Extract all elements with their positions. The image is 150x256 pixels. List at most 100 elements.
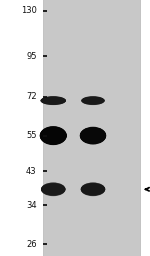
Ellipse shape: [81, 183, 105, 196]
Ellipse shape: [82, 188, 104, 191]
Ellipse shape: [82, 99, 104, 102]
Ellipse shape: [80, 130, 106, 141]
Ellipse shape: [42, 185, 65, 194]
Ellipse shape: [42, 100, 65, 102]
Ellipse shape: [82, 98, 104, 103]
Ellipse shape: [82, 100, 103, 102]
Ellipse shape: [82, 187, 104, 191]
Ellipse shape: [42, 188, 64, 191]
Ellipse shape: [41, 134, 65, 137]
Ellipse shape: [40, 130, 66, 142]
Ellipse shape: [82, 98, 104, 103]
Ellipse shape: [40, 129, 66, 142]
Ellipse shape: [41, 133, 65, 139]
Ellipse shape: [41, 183, 65, 196]
Ellipse shape: [42, 186, 64, 192]
Ellipse shape: [82, 98, 104, 104]
Ellipse shape: [40, 126, 67, 145]
Ellipse shape: [41, 99, 65, 103]
Ellipse shape: [82, 99, 104, 102]
Ellipse shape: [82, 188, 104, 191]
Text: 43: 43: [26, 167, 37, 176]
Ellipse shape: [82, 97, 104, 104]
Ellipse shape: [42, 185, 65, 193]
Ellipse shape: [81, 183, 105, 195]
Ellipse shape: [81, 184, 105, 195]
Ellipse shape: [40, 96, 66, 105]
Ellipse shape: [42, 187, 64, 191]
Ellipse shape: [81, 131, 105, 140]
Ellipse shape: [41, 183, 65, 196]
Ellipse shape: [42, 99, 65, 102]
Ellipse shape: [41, 133, 65, 138]
Ellipse shape: [42, 99, 65, 102]
Ellipse shape: [40, 128, 66, 143]
Ellipse shape: [81, 185, 105, 194]
Ellipse shape: [81, 185, 105, 194]
Ellipse shape: [82, 99, 104, 102]
Ellipse shape: [81, 133, 105, 138]
Text: 55: 55: [26, 131, 37, 140]
Ellipse shape: [41, 98, 65, 103]
Ellipse shape: [81, 184, 105, 194]
Ellipse shape: [82, 98, 104, 103]
Ellipse shape: [42, 186, 65, 193]
Ellipse shape: [40, 126, 67, 145]
Ellipse shape: [41, 131, 66, 141]
Ellipse shape: [41, 98, 65, 103]
Ellipse shape: [80, 127, 106, 144]
Ellipse shape: [41, 97, 66, 104]
Ellipse shape: [80, 127, 106, 144]
Ellipse shape: [41, 130, 66, 141]
Ellipse shape: [82, 186, 104, 193]
Ellipse shape: [81, 132, 105, 139]
Text: 72: 72: [26, 92, 37, 101]
Ellipse shape: [41, 97, 66, 104]
Ellipse shape: [41, 97, 66, 104]
Ellipse shape: [41, 183, 66, 196]
Ellipse shape: [81, 96, 105, 105]
Ellipse shape: [81, 132, 105, 139]
Ellipse shape: [42, 100, 64, 101]
Ellipse shape: [81, 97, 105, 104]
Ellipse shape: [80, 130, 106, 142]
Ellipse shape: [42, 188, 64, 191]
Ellipse shape: [80, 128, 106, 143]
Ellipse shape: [82, 97, 104, 104]
Ellipse shape: [41, 97, 66, 105]
Ellipse shape: [41, 133, 65, 138]
Ellipse shape: [42, 99, 65, 102]
Ellipse shape: [81, 96, 105, 105]
Ellipse shape: [41, 132, 66, 140]
Ellipse shape: [41, 131, 66, 140]
Ellipse shape: [40, 127, 67, 144]
Ellipse shape: [81, 133, 105, 138]
Ellipse shape: [41, 184, 65, 195]
Text: 34: 34: [26, 201, 37, 210]
Ellipse shape: [81, 184, 105, 195]
Ellipse shape: [41, 98, 65, 103]
Ellipse shape: [42, 186, 65, 193]
Ellipse shape: [80, 129, 106, 143]
Ellipse shape: [41, 96, 66, 105]
Ellipse shape: [42, 187, 64, 192]
Ellipse shape: [80, 127, 106, 144]
Text: 26: 26: [26, 240, 37, 249]
Ellipse shape: [40, 127, 66, 144]
Ellipse shape: [81, 132, 105, 140]
Ellipse shape: [40, 130, 66, 141]
Text: 130: 130: [21, 6, 37, 15]
Ellipse shape: [81, 134, 105, 137]
Ellipse shape: [82, 99, 104, 103]
Ellipse shape: [81, 131, 105, 141]
Bar: [43, 0, 140, 256]
Ellipse shape: [80, 129, 106, 142]
Ellipse shape: [42, 187, 64, 191]
Ellipse shape: [81, 185, 105, 193]
Ellipse shape: [81, 97, 105, 105]
Text: 95: 95: [26, 52, 37, 61]
Ellipse shape: [42, 186, 65, 193]
Ellipse shape: [82, 187, 104, 192]
Ellipse shape: [82, 97, 104, 104]
Ellipse shape: [41, 98, 65, 104]
